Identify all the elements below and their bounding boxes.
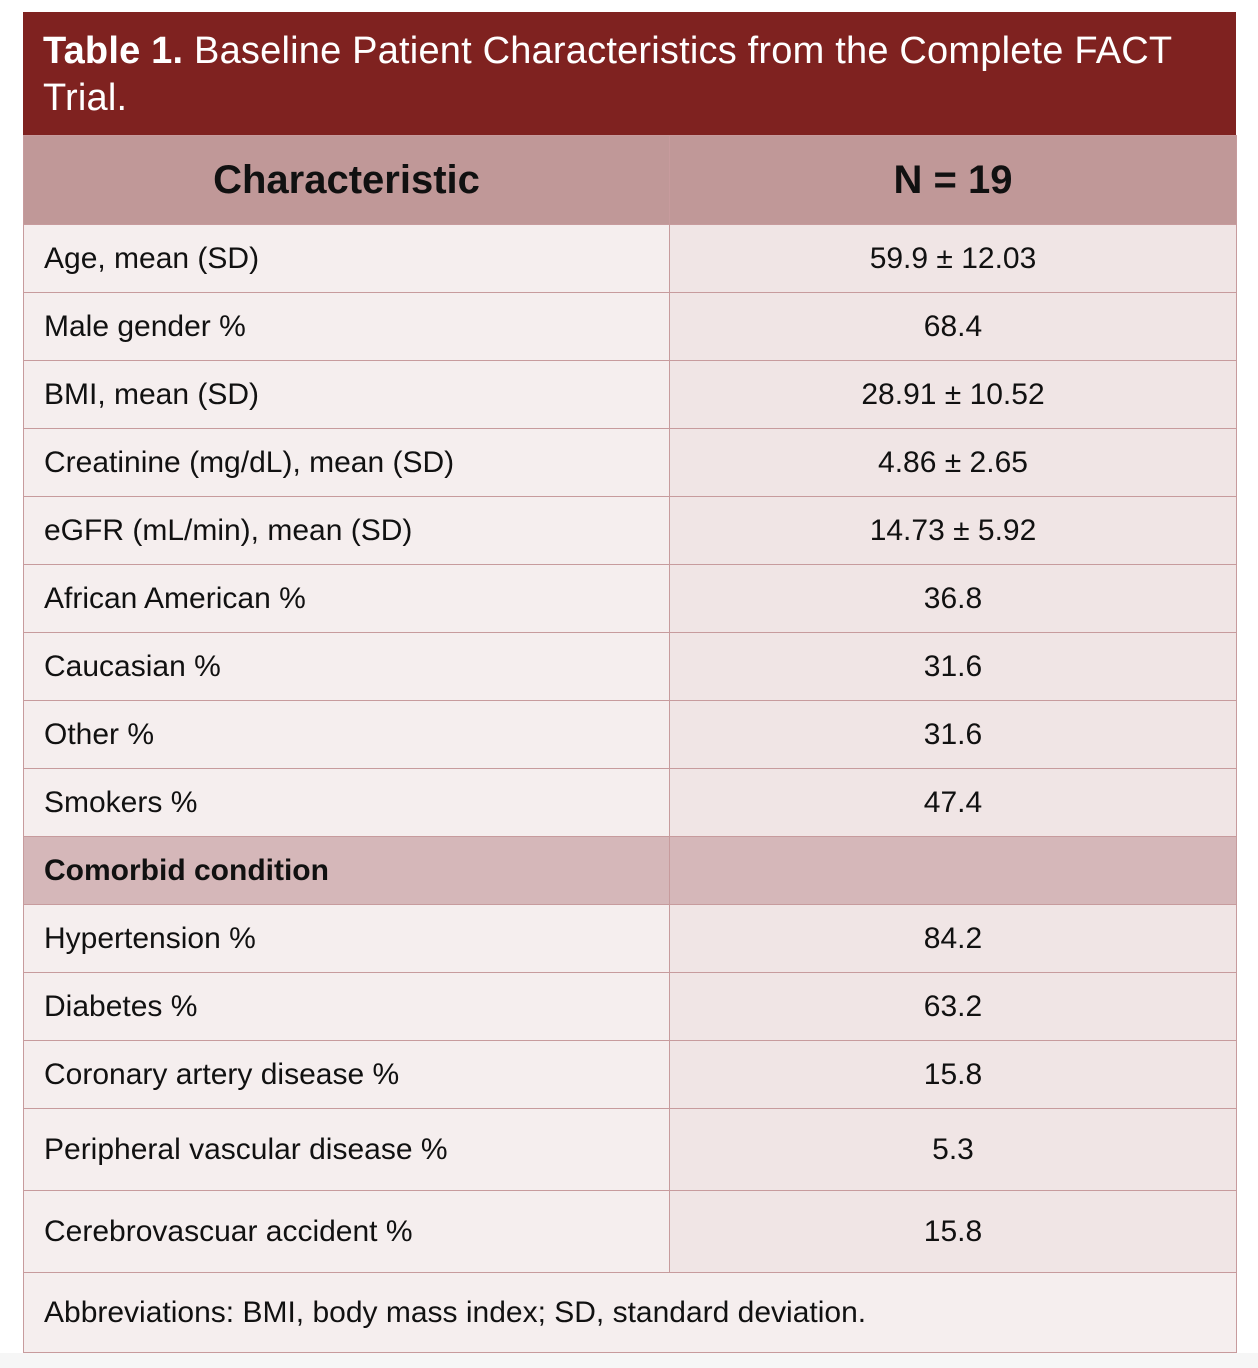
- table-title-lead: Table 1.: [43, 30, 184, 72]
- characteristics-table: Characteristic N = 19 Age, mean (SD) 59.…: [23, 135, 1237, 1353]
- table-row: Male gender % 68.4: [23, 292, 1237, 361]
- table-row: Diabetes % 63.2: [23, 972, 1237, 1041]
- page-bottom-margin: [0, 1353, 1258, 1368]
- header-n: N = 19: [669, 135, 1237, 225]
- row-value: 31.6: [669, 700, 1237, 769]
- row-label: Hypertension %: [23, 904, 670, 973]
- table-footnote: Abbreviations: BMI, body mass index; SD,…: [23, 1272, 1237, 1353]
- row-value: 28.91 ± 10.52: [669, 360, 1237, 429]
- table-1: Table 1. Baseline Patient Characteristic…: [23, 12, 1237, 1353]
- table-row: eGFR (mL/min), mean (SD) 14.73 ± 5.92: [23, 496, 1237, 565]
- row-value: 4.86 ± 2.65: [669, 428, 1237, 497]
- table-row: Cerebrovascuar accident % 15.8: [23, 1190, 1237, 1273]
- section-row-comorbid: Comorbid condition: [23, 836, 1237, 905]
- row-label: eGFR (mL/min), mean (SD): [23, 496, 670, 565]
- row-label: Other %: [23, 700, 670, 769]
- row-label: Cerebrovascuar accident %: [23, 1190, 670, 1273]
- table-row: Caucasian % 31.6: [23, 632, 1237, 701]
- row-label: Coronary artery disease %: [23, 1040, 670, 1109]
- table-row: Coronary artery disease % 15.8: [23, 1040, 1237, 1109]
- section-label: Comorbid condition: [23, 836, 670, 905]
- table-row: Creatinine (mg/dL), mean (SD) 4.86 ± 2.6…: [23, 428, 1237, 497]
- row-value: 68.4: [669, 292, 1237, 361]
- header-characteristic: Characteristic: [23, 135, 670, 225]
- table-row: Peripheral vascular disease % 5.3: [23, 1108, 1237, 1191]
- footnote-row: Abbreviations: BMI, body mass index; SD,…: [23, 1272, 1237, 1353]
- table-title: Table 1. Baseline Patient Characteristic…: [23, 12, 1236, 135]
- section-value: [669, 836, 1237, 905]
- row-value: 36.8: [669, 564, 1237, 633]
- row-label: African American %: [23, 564, 670, 633]
- table-row: Smokers % 47.4: [23, 768, 1237, 837]
- row-value: 47.4: [669, 768, 1237, 837]
- table-row: Hypertension % 84.2: [23, 904, 1237, 973]
- row-label: Creatinine (mg/dL), mean (SD): [23, 428, 670, 497]
- row-label: Smokers %: [23, 768, 670, 837]
- row-value: 15.8: [669, 1040, 1237, 1109]
- row-label: BMI, mean (SD): [23, 360, 670, 429]
- row-label: Peripheral vascular disease %: [23, 1108, 670, 1191]
- header-row: Characteristic N = 19: [23, 135, 1237, 225]
- row-value: 5.3: [669, 1108, 1237, 1191]
- table-row: African American % 36.8: [23, 564, 1237, 633]
- row-value: 15.8: [669, 1190, 1237, 1273]
- row-value: 31.6: [669, 632, 1237, 701]
- row-value: 63.2: [669, 972, 1237, 1041]
- table-row: Age, mean (SD) 59.9 ± 12.03: [23, 224, 1237, 293]
- row-label: Male gender %: [23, 292, 670, 361]
- row-value: 14.73 ± 5.92: [669, 496, 1237, 565]
- row-label: Diabetes %: [23, 972, 670, 1041]
- table-title-text: Baseline Patient Characteristics from th…: [43, 30, 1172, 119]
- table-row: Other % 31.6: [23, 700, 1237, 769]
- row-value: 59.9 ± 12.03: [669, 224, 1237, 293]
- row-label: Age, mean (SD): [23, 224, 670, 293]
- table-row: BMI, mean (SD) 28.91 ± 10.52: [23, 360, 1237, 429]
- row-value: 84.2: [669, 904, 1237, 973]
- row-label: Caucasian %: [23, 632, 670, 701]
